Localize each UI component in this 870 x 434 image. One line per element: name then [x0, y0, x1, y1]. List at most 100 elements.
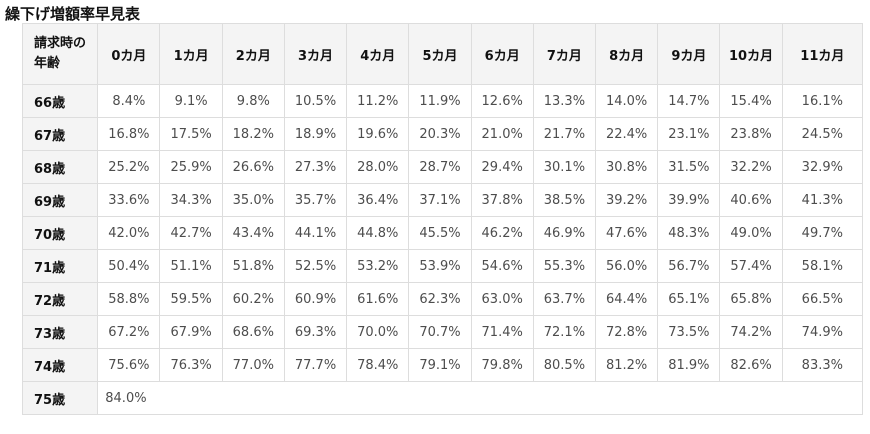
- rate-cell: 51.8%: [221, 249, 285, 283]
- rate-cell: 19.6%: [346, 117, 410, 151]
- rate-cell: 79.8%: [470, 348, 534, 382]
- rate-cell: 82.6%: [719, 348, 783, 382]
- rate-cell: 76.3%: [159, 348, 223, 382]
- rate-cell: 71.4%: [470, 315, 534, 349]
- month-header: 1カ月: [159, 23, 223, 85]
- rate-cell: 42.0%: [97, 216, 161, 250]
- rate-cell: 22.4%: [595, 117, 659, 151]
- rate-cell: 45.5%: [408, 216, 472, 250]
- deferred-increase-rate-table: 請求時の 年齢 0カ月 1カ月 2カ月 3カ月 4カ月 5カ月 6カ月 7カ月 8カ月 9カ月 10カ…: [21, 23, 864, 415]
- rate-cell: 23.8%: [719, 117, 783, 151]
- rate-cell: 44.8%: [346, 216, 410, 250]
- rate-cell: 36.4%: [346, 183, 410, 217]
- rate-cell: 60.9%: [283, 282, 348, 316]
- rate-cell: 72.1%: [532, 315, 597, 349]
- month-header: 2カ月: [221, 23, 285, 85]
- rate-cell: 32.2%: [719, 150, 783, 184]
- rate-cell: 63.7%: [532, 282, 597, 316]
- rate-cell-merged: 84.0%: [97, 381, 863, 415]
- rate-cell: 62.3%: [408, 282, 472, 316]
- age-header: 68歳: [21, 150, 99, 184]
- rate-cell: 25.9%: [159, 150, 223, 184]
- rate-cell: 73.5%: [657, 315, 721, 349]
- rate-cell: 75.6%: [97, 348, 161, 382]
- table-row: 68歳 25.2% 25.9% 26.6% 27.3% 28.0% 28.7% 29.4% 30…: [21, 150, 864, 184]
- month-header: 9カ月: [657, 23, 721, 85]
- table-row: 66歳 8.4% 9.1% 9.8% 10.5% 11.2% 11.9% 12.6% 13.3%…: [21, 84, 864, 118]
- page-title: 繰下げ増額率早見表: [5, 5, 141, 23]
- rate-cell: 70.7%: [408, 315, 472, 349]
- rate-cell: 35.7%: [283, 183, 348, 217]
- table-row: 71歳 50.4% 51.1% 51.8% 52.5% 53.2% 53.9% 54.6% 55…: [21, 249, 864, 283]
- rate-cell: 46.2%: [470, 216, 534, 250]
- rate-cell: 77.7%: [283, 348, 348, 382]
- month-header: 0カ月: [97, 23, 161, 85]
- month-header: 8カ月: [595, 23, 659, 85]
- rate-cell: 57.4%: [719, 249, 783, 283]
- rate-cell: 81.2%: [595, 348, 659, 382]
- age-header: 67歳: [21, 117, 99, 151]
- rate-cell: 28.0%: [346, 150, 410, 184]
- rate-cell: 47.6%: [595, 216, 659, 250]
- rate-cell: 12.6%: [470, 84, 534, 118]
- rate-cell: 72.8%: [595, 315, 659, 349]
- age-header: 69歳: [21, 183, 99, 217]
- rate-cell: 10.5%: [283, 84, 348, 118]
- rate-cell: 32.9%: [781, 150, 864, 184]
- rate-cell: 21.0%: [470, 117, 534, 151]
- rate-cell: 23.1%: [657, 117, 721, 151]
- age-header: 66歳: [21, 84, 99, 118]
- rate-cell: 67.2%: [97, 315, 161, 349]
- rate-cell: 42.7%: [159, 216, 223, 250]
- rate-cell: 37.1%: [408, 183, 472, 217]
- age-header: 73歳: [21, 315, 99, 349]
- rate-cell: 80.5%: [532, 348, 597, 382]
- rate-cell: 26.6%: [221, 150, 285, 184]
- month-header: 7カ月: [532, 23, 597, 85]
- rate-cell: 35.0%: [221, 183, 285, 217]
- age-header: 72歳: [21, 282, 99, 316]
- rate-cell: 40.6%: [719, 183, 783, 217]
- rate-cell: 70.0%: [346, 315, 410, 349]
- table-row: 74歳 75.6% 76.3% 77.0% 77.7% 78.4% 79.1% 79.8% 80…: [21, 348, 864, 382]
- month-header: 11カ月: [781, 23, 864, 85]
- table-row: 69歳 33.6% 34.3% 35.0% 35.7% 36.4% 37.1% 37.8% 38…: [21, 183, 864, 217]
- rate-cell: 68.6%: [221, 315, 285, 349]
- rate-cell: 79.1%: [408, 348, 472, 382]
- rate-cell: 58.8%: [97, 282, 161, 316]
- rate-cell: 48.3%: [657, 216, 721, 250]
- rate-cell: 43.4%: [221, 216, 285, 250]
- rate-cell: 65.8%: [719, 282, 783, 316]
- table-row: 72歳 58.8% 59.5% 60.2% 60.9% 61.6% 62.3% 63.0% 63…: [21, 282, 864, 316]
- rate-cell: 81.9%: [657, 348, 721, 382]
- rate-cell: 9.8%: [221, 84, 285, 118]
- age-header: 75歳: [21, 381, 99, 415]
- rate-cell: 17.5%: [159, 117, 223, 151]
- month-header: 4カ月: [346, 23, 410, 85]
- age-header: 71歳: [21, 249, 99, 283]
- age-header: 70歳: [21, 216, 99, 250]
- rate-cell: 13.3%: [532, 84, 597, 118]
- rate-cell: 20.3%: [408, 117, 472, 151]
- rate-cell: 56.7%: [657, 249, 721, 283]
- rate-cell: 41.3%: [781, 183, 864, 217]
- rate-cell: 30.8%: [595, 150, 659, 184]
- rate-cell: 74.2%: [719, 315, 783, 349]
- rate-cell: 25.2%: [97, 150, 161, 184]
- rate-cell: 14.7%: [657, 84, 721, 118]
- rate-cell: 69.3%: [283, 315, 348, 349]
- rate-cell: 52.5%: [283, 249, 348, 283]
- rate-cell: 49.7%: [781, 216, 864, 250]
- rate-cell: 11.9%: [408, 84, 472, 118]
- rate-cell: 50.4%: [97, 249, 161, 283]
- header-row: 請求時の 年齢 0カ月 1カ月 2カ月 3カ月 4カ月 5カ月 6カ月 7カ月 8カ月 9カ月 10カ…: [21, 23, 864, 85]
- rate-cell: 16.1%: [781, 84, 864, 118]
- month-header: 6カ月: [470, 23, 534, 85]
- rate-cell: 78.4%: [346, 348, 410, 382]
- rate-cell: 29.4%: [470, 150, 534, 184]
- rate-cell: 51.1%: [159, 249, 223, 283]
- rate-cell: 55.3%: [532, 249, 597, 283]
- rate-cell: 59.5%: [159, 282, 223, 316]
- rate-cell: 66.5%: [781, 282, 864, 316]
- table-row: 67歳 16.8% 17.5% 18.2% 18.9% 19.6% 20.3% 21.0% 21…: [21, 117, 864, 151]
